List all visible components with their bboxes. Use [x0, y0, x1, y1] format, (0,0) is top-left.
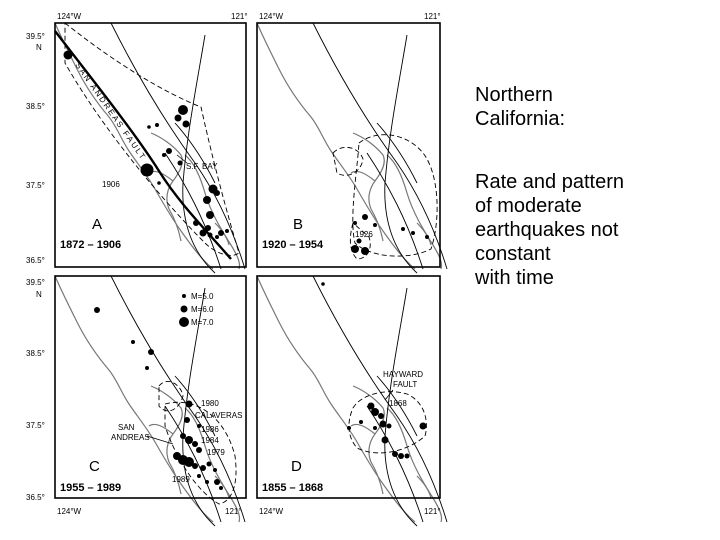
saf-label: SAN ANDREAS FAULT	[73, 61, 148, 162]
panel-a: SAN ANDREAS FAULT S.F. BAY 1906 A 1872 –…	[54, 22, 247, 274]
earthquake-markers	[351, 214, 429, 255]
legend-m5: M=5.0	[191, 292, 214, 301]
lat-label-37-5-top: 37.5°	[26, 181, 45, 190]
lon-label-124-left-top: 124°W	[57, 12, 82, 21]
lon-label-121-right-top: 121°	[424, 12, 441, 21]
lat-label-39-5-top: 39.5°	[26, 32, 45, 41]
panel-letter: B	[293, 216, 303, 233]
year-1980-label: 1980	[201, 399, 219, 408]
axis-labels: 124°W 121° 124°W 121° 124°W 121° 124°W 1…	[26, 12, 441, 516]
panel-years: 1920 – 1954	[262, 239, 324, 251]
magnitude-legend: M=5.0 M=6.0 M=7.0	[179, 292, 214, 327]
year-1868-label: 1868	[389, 399, 407, 408]
hayward-label-line1: HAYWARD	[383, 370, 423, 379]
lon-label-124-right-bottom: 124°W	[259, 507, 284, 516]
san-andreas-label-line2: ANDREAS	[111, 433, 150, 442]
earthquake-markers	[63, 50, 229, 239]
lon-label-121-left-bottom: 121°	[225, 507, 242, 516]
caption-body: Rate and pattern of moderate earthquakes…	[475, 171, 624, 289]
sf-bay-label: S.F. BAY	[186, 162, 218, 171]
lat-label-39-5-bottom: 39.5°	[26, 278, 45, 287]
year-1906-label: 1906	[102, 180, 120, 189]
earthquake-markers	[321, 282, 427, 459]
earthquake-map-figure: SAN ANDREAS FAULT S.F. BAY 1906 A 1872 –…	[26, 12, 448, 527]
year-1984-label: 1984	[201, 436, 219, 445]
lat-label-36-5-top: 36.5°	[26, 256, 45, 265]
panel-letter: A	[92, 216, 102, 233]
panel-years: 1955 – 1989	[60, 482, 121, 494]
legend-m7: M=7.0	[191, 318, 214, 327]
year-1926-label: 1926	[355, 230, 373, 239]
lat-label-37-5-bottom: 37.5°	[26, 421, 45, 430]
year-1979-label: 1979	[207, 448, 225, 457]
calaveras-label: CALAVERAS	[195, 411, 242, 420]
lat-label-n-top: N	[36, 43, 42, 52]
hayward-label-line2: FAULT	[393, 380, 417, 389]
year-1986-label: 1986	[201, 425, 219, 434]
lon-label-124-right-top: 124°W	[259, 12, 284, 21]
panel-years: 1855 – 1868	[262, 482, 323, 494]
panel-letter: D	[291, 458, 302, 475]
panel-years: 1872 – 1906	[60, 239, 121, 251]
lat-label-38-5-bottom: 38.5°	[26, 349, 45, 358]
legend-m6: M=6.0	[191, 305, 214, 314]
panel-letter: C	[89, 458, 100, 475]
earthquake-markers	[94, 307, 223, 490]
san-andreas-label-line1: SAN	[118, 423, 135, 432]
lat-label-36-5-bottom: 36.5°	[26, 493, 45, 502]
lat-label-38-5-top: 38.5°	[26, 102, 45, 111]
panel-b: 1926 B 1920 – 1954	[256, 22, 448, 274]
panel-c: M=5.0 M=6.0 M=7.0	[54, 275, 247, 527]
lon-label-121-left-top: 121°	[231, 12, 248, 21]
year-1989-label: 1989	[172, 475, 190, 484]
panel-d: HAYWARD FAULT 1868 D 1855 – 1868	[256, 275, 448, 527]
lat-label-n-bottom: N	[36, 290, 42, 299]
lon-label-121-right-bottom: 121°	[424, 507, 441, 516]
lon-label-124-left-bottom: 124°W	[57, 507, 82, 516]
caption-title: Northern California:	[475, 84, 566, 130]
